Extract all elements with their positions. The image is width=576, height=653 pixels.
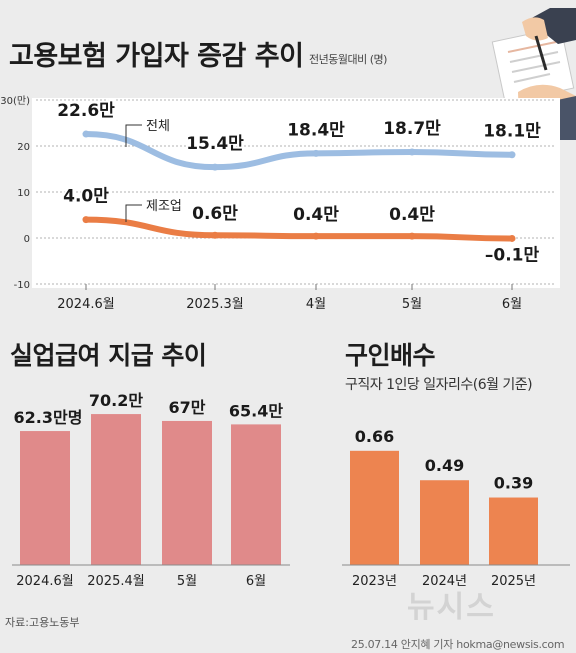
data-point xyxy=(312,232,320,240)
data-label: 22.6만 xyxy=(57,101,115,121)
benefit-bar xyxy=(162,420,212,565)
data-label: –0.1만 xyxy=(485,245,540,265)
line-chart-unit-note: 전년동월대비 (명) xyxy=(309,53,387,66)
data-point xyxy=(82,216,90,224)
source-note: 자료:고용노동부 xyxy=(5,616,80,629)
series-name-label: 제조업 xyxy=(146,199,182,214)
line-chart-title: 고용보험 가입자 증감 추이 xyxy=(9,41,304,72)
benefit-value-label: 62.3만명 xyxy=(14,408,83,427)
data-label: 18.4만 xyxy=(287,120,345,140)
data-point xyxy=(211,163,219,171)
job-ratio-value-label: 0.39 xyxy=(494,474,533,493)
data-point xyxy=(312,149,320,157)
x-tick-label: 5월 xyxy=(402,297,422,312)
data-label: 4.0만 xyxy=(63,187,109,207)
job-ratio-bar xyxy=(350,450,399,565)
benefit-category-label: 5월 xyxy=(177,574,197,589)
series-callout-line xyxy=(125,204,142,222)
data-label: 18.7만 xyxy=(383,119,441,139)
job-ratio-bar xyxy=(489,497,538,565)
job-ratio-bar-chart: 0.66 2023년 0.49 2024년 0.39 2025년 xyxy=(342,427,570,589)
benefit-value-label: 67만 xyxy=(169,398,206,417)
benefit-bar xyxy=(91,414,141,565)
benefit-bar-chart: 62.3만명 2024.6월 70.2만 2025.4월 67만 5월 65.4만 6월 xyxy=(12,391,290,589)
data-point xyxy=(508,234,516,242)
job-ratio-chart-subtitle: 구직자 1인당 일자리수(6월 기준) xyxy=(345,377,533,393)
newsis-watermark-logo: 뉴시스 xyxy=(407,590,496,625)
benefit-bar xyxy=(231,424,281,565)
y-tick-label: -10 xyxy=(14,280,30,291)
data-label: 0.6만 xyxy=(192,204,238,224)
benefit-value-label: 70.2만 xyxy=(89,391,143,410)
data-label: 18.1만 xyxy=(483,122,541,142)
y-tick-label: 30(만) xyxy=(0,95,30,107)
y-tick-label: 20 xyxy=(17,142,30,153)
series-line-total xyxy=(83,131,515,171)
job-ratio-value-label: 0.49 xyxy=(425,456,464,475)
y-tick-label: 10 xyxy=(17,188,30,199)
data-point xyxy=(211,231,219,239)
benefit-category-label: 2025.4월 xyxy=(87,574,144,589)
series-callout-line xyxy=(125,124,142,147)
x-tick-label: 2024.6월 xyxy=(57,297,114,312)
data-label: 0.4만 xyxy=(389,205,435,225)
benefit-bar xyxy=(20,431,70,565)
x-tick-label: 2025.3월 xyxy=(186,297,243,312)
job-ratio-category-label: 2025년 xyxy=(491,574,536,589)
line-plot-area xyxy=(32,98,560,288)
benefit-category-label: 2024.6월 xyxy=(16,574,73,589)
series-name-label: 전체 xyxy=(146,119,170,134)
benefit-category-label: 6월 xyxy=(246,574,266,589)
benefit-chart-title: 실업급여 지급 추이 xyxy=(10,341,207,370)
data-label: 15.4만 xyxy=(186,134,244,154)
reporter-credit: 25.07.14 안지혜 기자 hokma@newsis.com xyxy=(351,638,565,651)
job-ratio-value-label: 0.66 xyxy=(355,427,394,446)
job-ratio-category-label: 2023년 xyxy=(352,574,397,589)
data-point xyxy=(508,151,516,159)
insured-change-line-chart: 30(만) 20 10 0 -10 2024.6월 2025.3월 4월 5월 6월 22.6만 15… xyxy=(0,95,560,312)
data-point xyxy=(408,148,416,156)
x-tick-label: 4월 xyxy=(306,297,326,312)
data-point xyxy=(408,232,416,240)
y-tick-label: 0 xyxy=(24,234,30,245)
benefit-value-label: 65.4만 xyxy=(229,401,283,420)
job-ratio-chart-title: 구인배수 xyxy=(345,341,436,370)
job-ratio-category-label: 2024년 xyxy=(422,574,467,589)
job-ratio-bar xyxy=(420,480,469,565)
series-line-manufacturing xyxy=(83,216,515,242)
x-tick-label: 6월 xyxy=(502,297,522,312)
data-label: 0.4만 xyxy=(293,205,339,225)
data-point xyxy=(82,130,90,138)
